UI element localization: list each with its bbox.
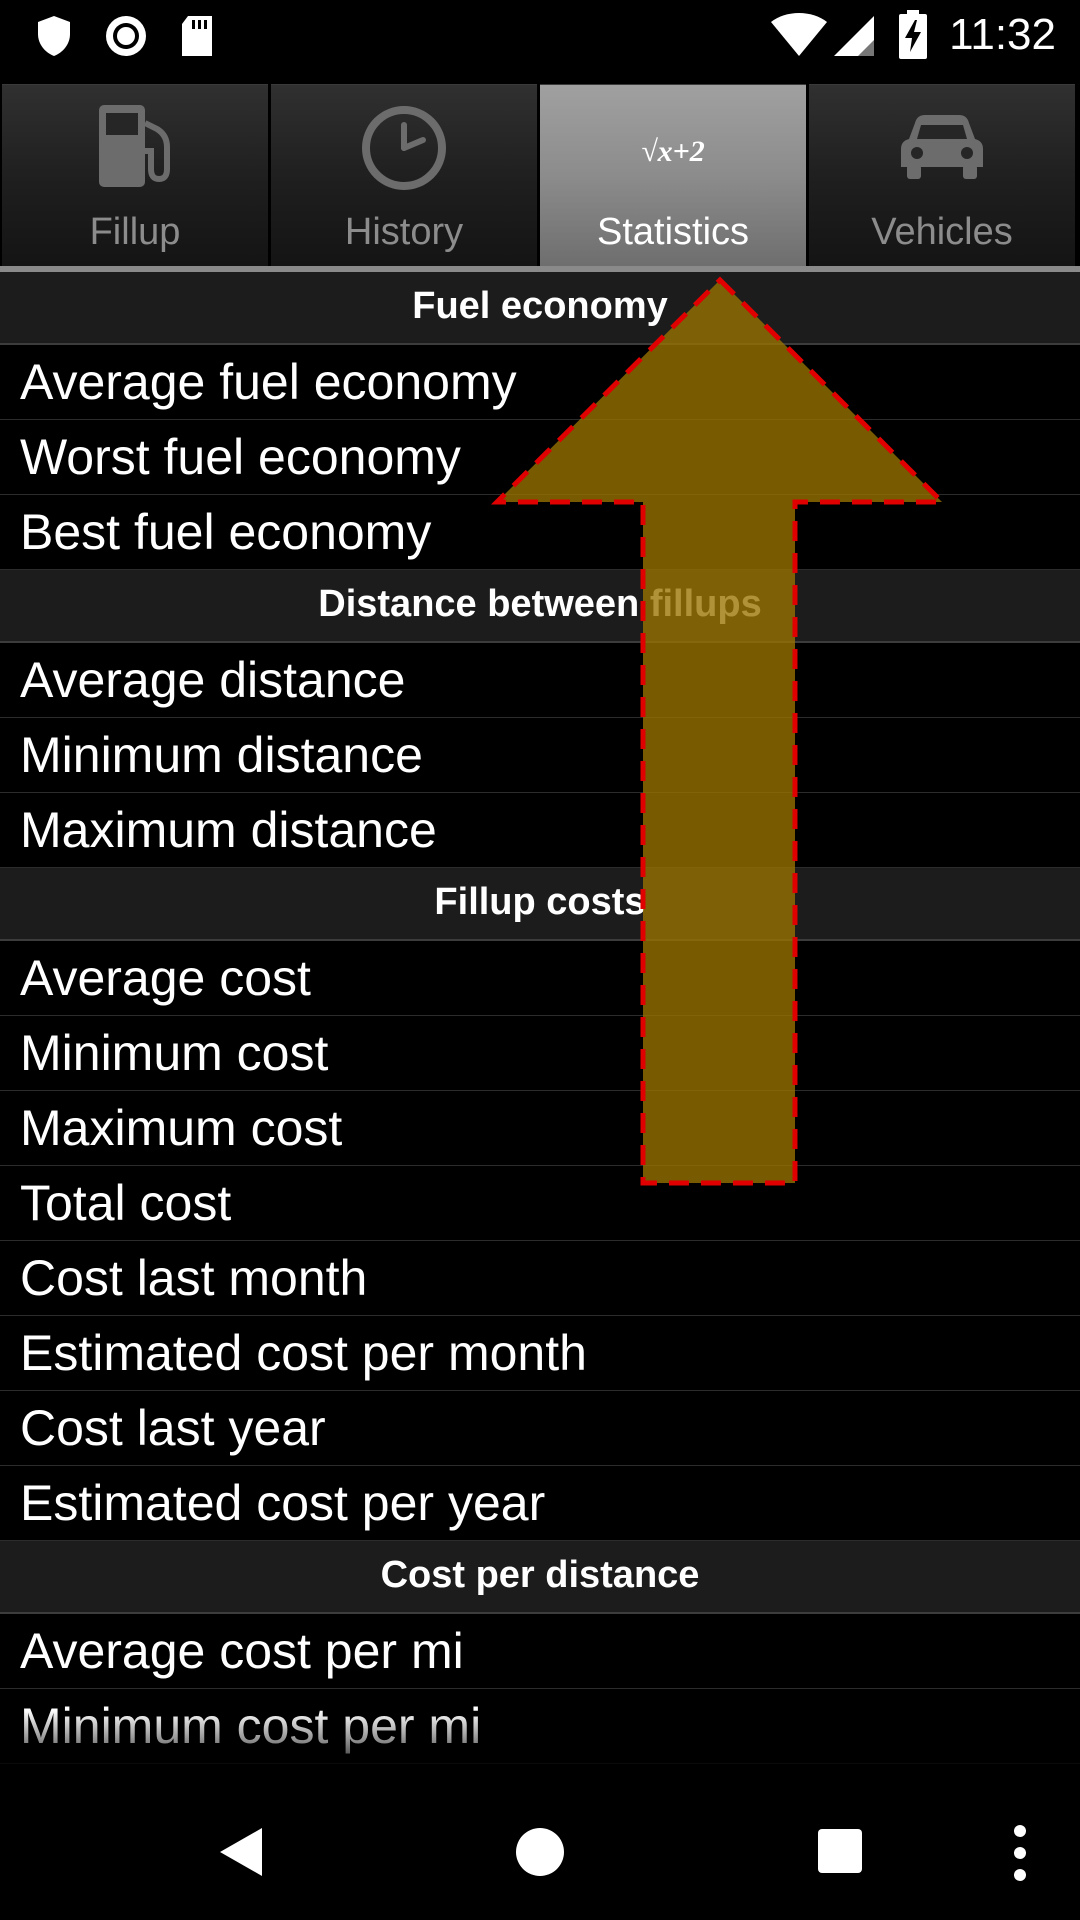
tab-statistics[interactable]: √x+2 Statistics (540, 84, 806, 266)
list-item[interactable]: Cost last year (0, 1391, 1080, 1466)
wifi-icon (771, 13, 827, 56)
tab-label: Vehicles (871, 211, 1013, 253)
tab-label: History (344, 211, 464, 253)
recents-icon[interactable] (817, 1828, 863, 1874)
list-item[interactable]: Minimum cost (0, 1016, 1080, 1091)
tab-label: Fillup (89, 211, 181, 253)
list-item[interactable]: Maximum cost (0, 1091, 1080, 1166)
svg-text:√x+2: √x+2 (641, 135, 705, 168)
list-item[interactable]: Maximum distance (0, 793, 1080, 868)
car-icon (901, 115, 983, 179)
list-item[interactable]: Minimum cost per mi (0, 1689, 1080, 1764)
list-item[interactable]: Average cost (0, 941, 1080, 1016)
status-bar: 11:32 (0, 0, 1080, 72)
section-header-distance: Distance between fillups (0, 570, 1080, 643)
back-icon[interactable] (216, 1826, 264, 1878)
list-item[interactable]: Estimated cost per year (0, 1466, 1080, 1541)
tab-vehicles[interactable]: Vehicles (809, 84, 1075, 266)
sd-card-icon (182, 16, 212, 56)
list-item[interactable]: Minimum distance (0, 718, 1080, 793)
tab-bar: Fillup History √x+2 Statistics Vehicles (0, 84, 1080, 266)
sqrt-formula-icon: √x+2 (641, 135, 705, 168)
statistics-list[interactable]: Fuel economy Average fuel economy Worst … (0, 272, 1080, 1772)
list-item[interactable]: Worst fuel economy (0, 420, 1080, 495)
fuel-pump-icon (99, 105, 170, 187)
tab-history[interactable]: History (271, 84, 537, 266)
list-item[interactable]: Best fuel economy (0, 495, 1080, 570)
shield-icon (38, 16, 70, 56)
list-item[interactable]: Estimated cost per month (0, 1316, 1080, 1391)
overflow-menu-icon[interactable] (1008, 1824, 1032, 1882)
home-icon[interactable] (514, 1826, 566, 1878)
navigation-bar (0, 1776, 1080, 1920)
clock-icon (362, 106, 446, 190)
status-time: 11:32 (949, 10, 1056, 59)
list-item[interactable]: Cost last month (0, 1241, 1080, 1316)
list-item[interactable]: Average cost per mi (0, 1614, 1080, 1689)
list-item[interactable]: Average fuel economy (0, 345, 1080, 420)
section-header-fillup-costs: Fillup costs (0, 868, 1080, 941)
cell-signal-icon (834, 16, 874, 56)
tab-indicator-line (0, 266, 1080, 272)
section-header-cost-per-distance: Cost per distance (0, 1541, 1080, 1614)
battery-charging-icon (899, 10, 927, 59)
list-item[interactable]: Total cost (0, 1166, 1080, 1241)
section-header-fuel-economy: Fuel economy (0, 272, 1080, 345)
tab-label: Statistics (596, 211, 750, 253)
list-item[interactable]: Average distance (0, 643, 1080, 718)
tab-fillup[interactable]: Fillup (2, 84, 268, 266)
record-icon (106, 16, 146, 56)
